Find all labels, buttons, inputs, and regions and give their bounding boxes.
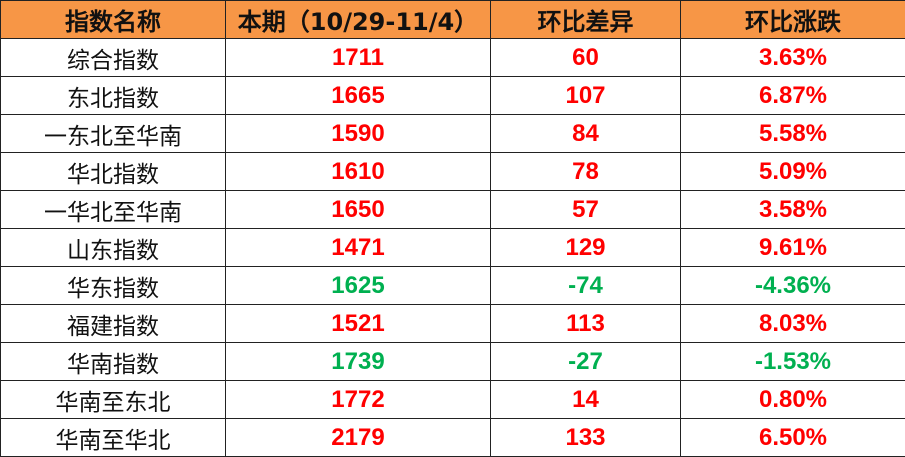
index-name-cell: 山东指数 — [0, 228, 226, 267]
header-index-name: 指数名称 — [0, 0, 226, 39]
pct-change-cell: 9.61% — [680, 228, 905, 267]
pct-change-cell: 0.80% — [680, 380, 905, 419]
table-row: 华南至东北 1772 14 0.80% — [0, 380, 905, 419]
diff-cell: 78 — [490, 152, 681, 191]
diff-cell: 84 — [490, 114, 681, 153]
current-value-cell: 1739 — [225, 342, 491, 381]
table-row: 华南至华北 2179 133 6.50% — [0, 418, 905, 457]
index-name-cell: 华南至东北 — [0, 380, 226, 419]
index-name-cell: 华南指数 — [0, 342, 226, 381]
pct-change-cell: 8.03% — [680, 304, 905, 343]
table-row: 综合指数 1711 60 3.63% — [0, 38, 905, 77]
table-row: 东北指数 1665 107 6.87% — [0, 76, 905, 115]
current-value-cell: 1521 — [225, 304, 491, 343]
table-row: 华北指数 1610 78 5.09% — [0, 152, 905, 191]
diff-cell: 60 — [490, 38, 681, 77]
current-value-cell: 1650 — [225, 190, 491, 229]
index-name-cell: 综合指数 — [0, 38, 226, 77]
pct-change-cell: -4.36% — [680, 266, 905, 305]
current-value-cell: 1471 — [225, 228, 491, 267]
current-value-cell: 1625 — [225, 266, 491, 305]
diff-cell: -74 — [490, 266, 681, 305]
diff-cell: 107 — [490, 76, 681, 115]
diff-cell: 14 — [490, 380, 681, 419]
current-value-cell: 1610 — [225, 152, 491, 191]
table-row: 一华北至华南 1650 57 3.58% — [0, 190, 905, 229]
diff-cell: 57 — [490, 190, 681, 229]
pct-change-cell: 6.50% — [680, 418, 905, 457]
index-name-cell: 东北指数 — [0, 76, 226, 115]
header-row: 指数名称 本期（10/29-11/4） 环比差异 环比涨跌 — [0, 0, 905, 39]
header-current-period: 本期（10/29-11/4） — [225, 0, 491, 39]
current-value-cell: 1590 — [225, 114, 491, 153]
table-row: 一东北至华南 1590 84 5.58% — [0, 114, 905, 153]
index-name-cell: 福建指数 — [0, 304, 226, 343]
diff-cell: 129 — [490, 228, 681, 267]
current-value-cell: 1711 — [225, 38, 491, 77]
index-name-cell: 华北指数 — [0, 152, 226, 191]
index-name-cell: 华东指数 — [0, 266, 226, 305]
index-name-cell: 一华北至华南 — [0, 190, 226, 229]
current-value-cell: 1665 — [225, 76, 491, 115]
table-row: 福建指数 1521 113 8.03% — [0, 304, 905, 343]
pct-change-cell: 5.58% — [680, 114, 905, 153]
pct-change-cell: 5.09% — [680, 152, 905, 191]
index-name-cell: 华南至华北 — [0, 418, 226, 457]
pct-change-cell: 3.58% — [680, 190, 905, 229]
diff-cell: 113 — [490, 304, 681, 343]
header-diff: 环比差异 — [490, 0, 681, 39]
diff-cell: -27 — [490, 342, 681, 381]
current-value-cell: 1772 — [225, 380, 491, 419]
pct-change-cell: 3.63% — [680, 38, 905, 77]
table-row: 山东指数 1471 129 9.61% — [0, 228, 905, 267]
index-name-cell: 一东北至华南 — [0, 114, 226, 153]
pct-change-cell: -1.53% — [680, 342, 905, 381]
header-pct-change: 环比涨跌 — [680, 0, 905, 39]
table-row: 华东指数 1625 -74 -4.36% — [0, 266, 905, 305]
pct-change-cell: 6.87% — [680, 76, 905, 115]
diff-cell: 133 — [490, 418, 681, 457]
table-row: 华南指数 1739 -27 -1.53% — [0, 342, 905, 381]
current-value-cell: 2179 — [225, 418, 491, 457]
